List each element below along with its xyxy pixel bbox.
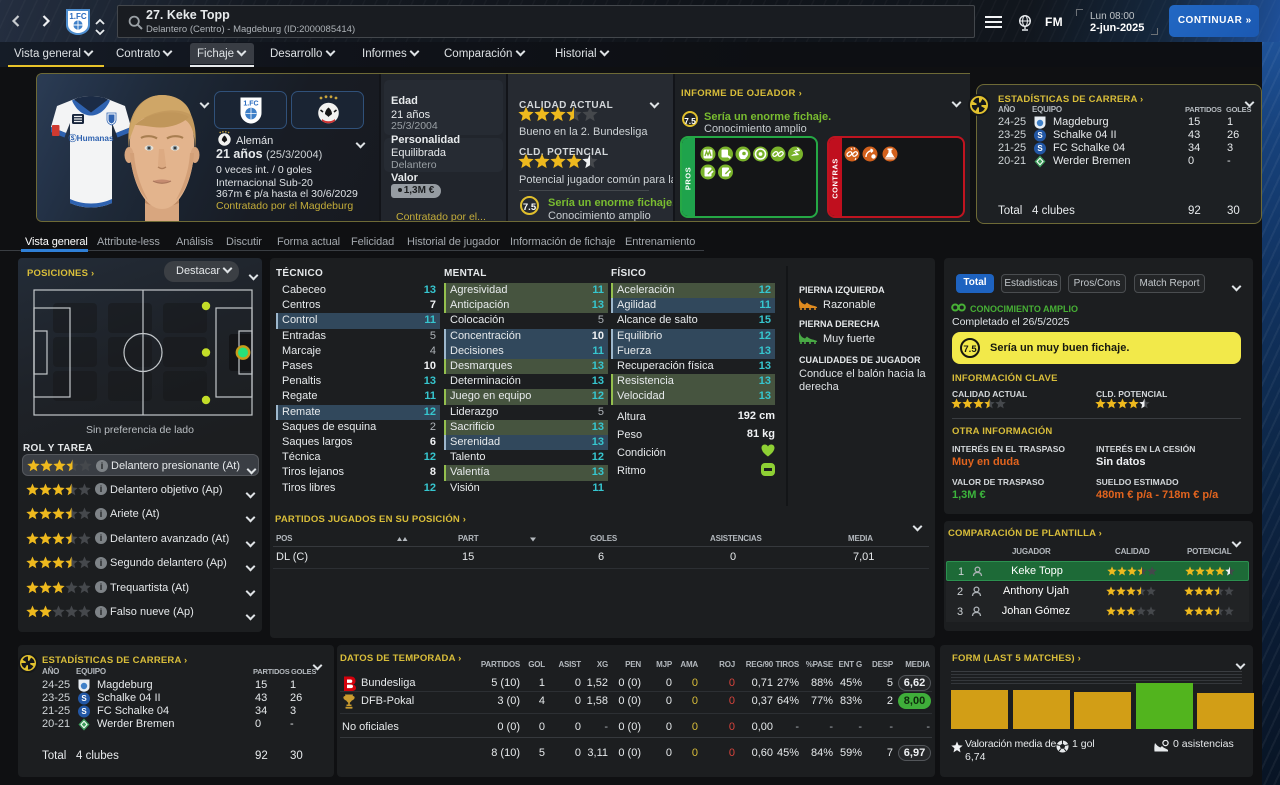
svg-text:S: S xyxy=(1037,144,1043,153)
svg-text:S: S xyxy=(81,694,87,703)
svg-text:1.FC: 1.FC xyxy=(69,12,87,21)
svg-text:S: S xyxy=(1037,131,1043,140)
svg-text:ⓈHumanas: ⓈHumanas xyxy=(68,133,113,143)
svg-text:S: S xyxy=(81,707,87,716)
svg-text:1.FC: 1.FC xyxy=(243,101,258,108)
